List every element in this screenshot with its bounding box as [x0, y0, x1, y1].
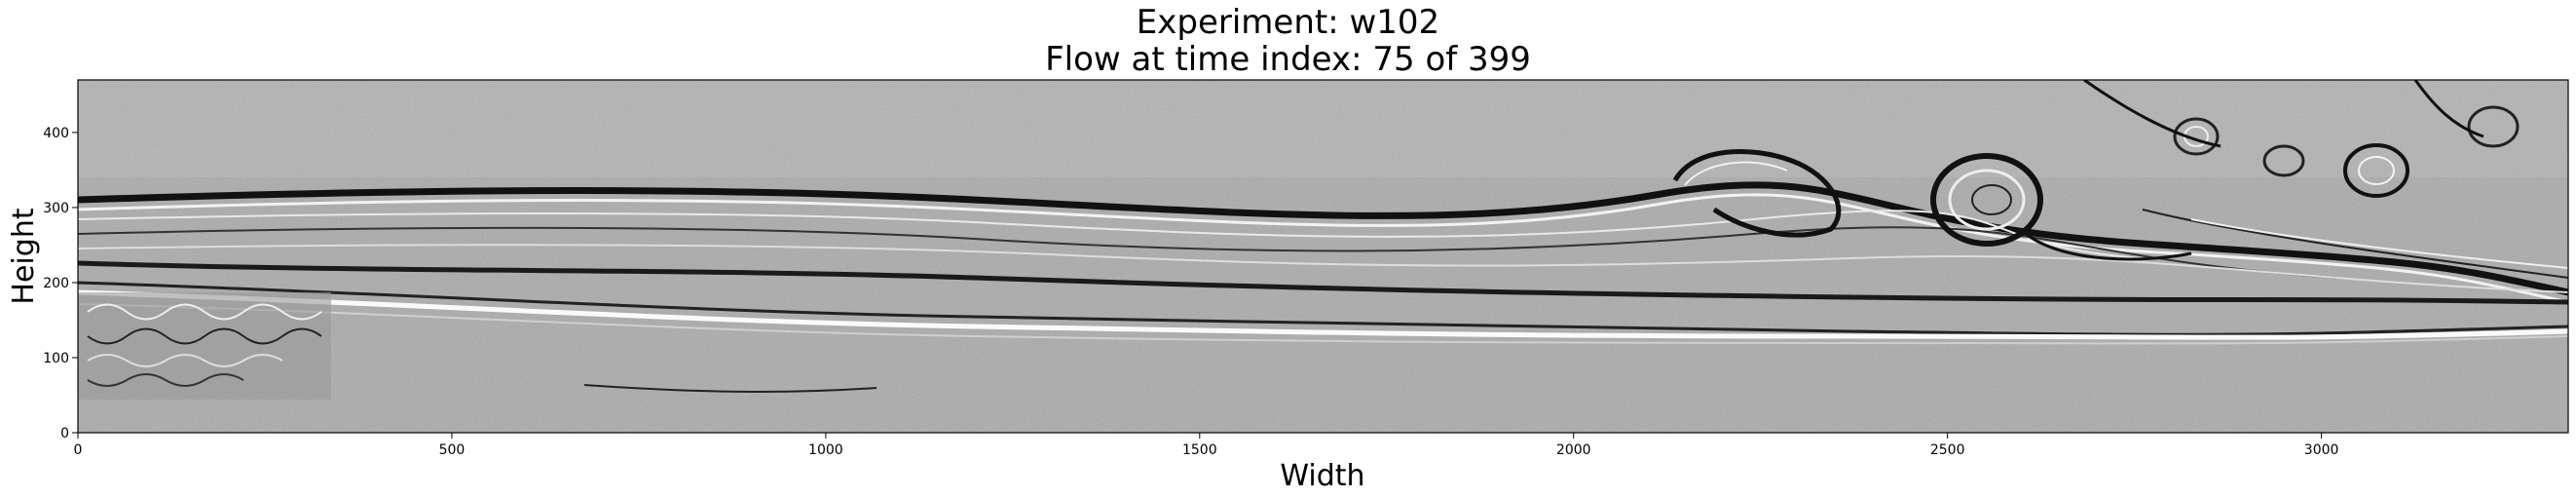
y-tick-label: 200 [43, 276, 69, 291]
y-axis-label: Height [7, 208, 41, 304]
y-tick-label: 300 [43, 201, 69, 216]
x-axis: 0 500 1000 1500 2000 2500 3000 [74, 433, 2339, 458]
y-tick-label: 0 [60, 426, 69, 441]
x-axis-label: Width [1280, 459, 1364, 493]
x-tick-label: 0 [74, 442, 83, 458]
x-tick-label: 500 [439, 442, 466, 458]
x-tick-label: 2000 [1556, 442, 1591, 458]
x-tick-label: 2500 [1930, 442, 1965, 458]
flow-image [78, 80, 2568, 433]
y-tick-label: 400 [43, 126, 69, 141]
x-tick-label: 3000 [2304, 442, 2339, 458]
x-tick-label: 1500 [1182, 442, 1217, 458]
x-tick-label: 1000 [808, 442, 843, 458]
y-tick-label: 100 [43, 351, 69, 366]
figure-title: Experiment: w102 [1136, 3, 1440, 42]
y-axis: 0 100 200 300 400 [43, 126, 78, 441]
figure-subtitle: Flow at time index: 75 of 399 [1045, 40, 1531, 79]
plot-frame [77, 79, 2569, 434]
